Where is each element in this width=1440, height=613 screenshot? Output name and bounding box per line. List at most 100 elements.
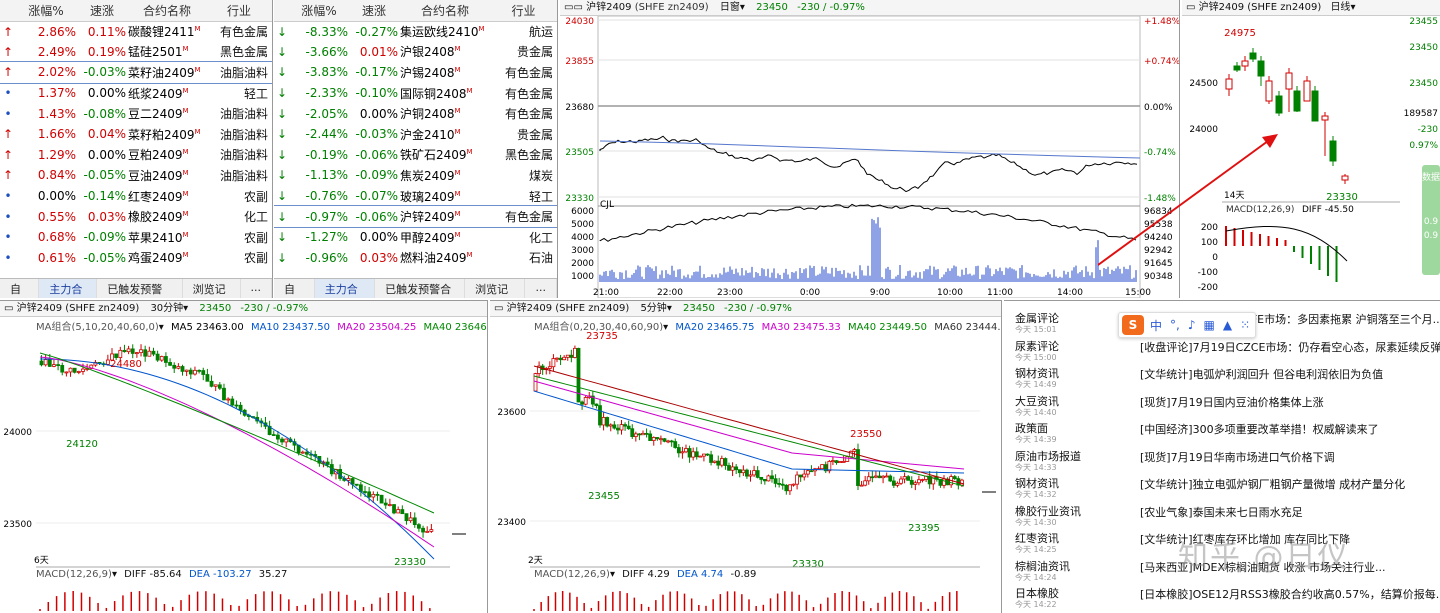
contract-name[interactable]: 燃料油2409M: [400, 248, 490, 269]
ma-group-label[interactable]: MA组合(0,20,30,40,60,90): [534, 322, 664, 333]
tab-3[interactable]: 浏览记录: [183, 279, 241, 298]
quote-row[interactable]: ↑ 1.29% 0.00% 豆粕2409M 油脂油料: [0, 145, 272, 166]
news-title[interactable]: [日本橡胶]OSE12月RSS3橡胶合约收高0.57%，结算价报每...: [1140, 588, 1440, 601]
contract-name[interactable]: 豆油2409M: [128, 165, 206, 186]
shirt-icon[interactable]: ▲: [1222, 318, 1233, 332]
news-item[interactable]: 橡胶行业资讯 今天 14:30 [农业气象]泰国未来七日雨水充足: [1015, 503, 1435, 531]
period-selector[interactable]: 5分钟: [640, 303, 667, 314]
ma-group-label[interactable]: MA组合(5,10,20,40,60,0): [36, 322, 159, 333]
quote-row[interactable]: ↓ -2.05% 0.00% 沪铜2408M 有色金属: [274, 103, 557, 124]
min5-chart-panel[interactable]: ▭ 沪锌2409 (SHFE zn2409) 5分钟▾ 23450 -230 /…: [490, 300, 1002, 613]
quote-row[interactable]: ↓ -3.66% 0.01% 沪银2408M 贵金属: [274, 42, 557, 63]
quote-row[interactable]: ↓ -0.96% 0.03% 燃料油2409M 石油: [274, 248, 557, 269]
contract-name[interactable]: 豆粕2409M: [128, 145, 206, 166]
news-item[interactable]: 红枣资讯 今天 14:25 [文华统计]红枣库存环比增加 库存同比下降: [1015, 530, 1435, 558]
news-item[interactable]: 钢材资讯 今天 14:32 [文华统计]独立电弧炉钢厂粗钢产量微增 成材产量分化: [1015, 475, 1435, 503]
contract-name[interactable]: 甲醇2409M: [400, 227, 490, 248]
macd-label[interactable]: MACD(12,26,9): [534, 569, 610, 580]
intraday-chart-panel[interactable]: ▭▭ 沪锌2409 (SHFE zn2409) 日窗▾ 23450 -230 /…: [560, 0, 1180, 298]
contract-name[interactable]: 纸浆2409M: [128, 83, 206, 104]
daily-chart-panel[interactable]: ▭ 沪锌2409 (SHFE zn2409) 日线▾ 24500 24000 234…: [1182, 0, 1440, 298]
min30-chart[interactable]: 24000 23500 24480 24120 23330 6天: [0, 331, 488, 611]
tab-4[interactable]: ...: [525, 279, 557, 298]
contract-name[interactable]: 菜籽油2409M: [128, 62, 206, 83]
tab-0[interactable]: 自选: [274, 279, 315, 298]
microphone-icon[interactable]: ♪: [1187, 318, 1196, 332]
contract-name[interactable]: 红枣2409M: [128, 186, 206, 207]
intraday-chart[interactable]: 24030 +1.48% 23855 +0.74% 23680 0.00% 23505 -0.…: [560, 16, 1180, 298]
chevron-down-icon[interactable]: ▾: [663, 322, 669, 333]
contract-name[interactable]: 豆二2409M: [128, 103, 206, 124]
quote-row[interactable]: • 0.55% 0.03% 橡胶2409M 化工: [0, 206, 272, 227]
tab-1[interactable]: 主力合约: [314, 279, 376, 298]
ime-toolbar[interactable]: S 中 °, ♪ ▦ ▲ ⁙: [1118, 312, 1256, 338]
side-data-tab[interactable]: 数据 0.9 0.9: [1422, 165, 1440, 275]
chevron-down-icon[interactable]: ▾: [609, 569, 615, 580]
quote-row[interactable]: ↓ -0.76% -0.07% 玻璃2409M 轻工: [274, 186, 557, 207]
chevron-down-icon[interactable]: ▾: [1350, 2, 1356, 13]
contract-name[interactable]: 沪锌2409M: [400, 206, 490, 227]
contract-name[interactable]: 焦炭2409M: [400, 165, 490, 186]
contract-name[interactable]: 碳酸锂2411M: [128, 21, 206, 42]
quote-row[interactable]: ↓ -2.44% -0.03% 沪金2410M 贵金属: [274, 124, 557, 145]
quote-row[interactable]: • 0.68% -0.09% 苹果2410M 农副: [0, 227, 272, 248]
news-title[interactable]: [马来西亚]MDEX棕榈油期货 收涨 市场关注行业...: [1140, 560, 1386, 574]
news-title[interactable]: [文华统计]红枣库存环比增加 库存同比下降: [1140, 533, 1351, 546]
news-item[interactable]: 原油市场报道 今天 14:33 [现货]7月19日华南市场进口气价格下调: [1015, 448, 1435, 476]
tab-0[interactable]: 自选: [0, 279, 40, 298]
quote-row[interactable]: • 0.00% -0.14% 红枣2409M 农副: [0, 186, 272, 207]
contract-name[interactable]: 锰硅2501M: [128, 42, 206, 63]
keyboard-icon[interactable]: ▦: [1203, 318, 1215, 332]
contract-name[interactable]: 橡胶2409M: [128, 206, 206, 227]
period-selector[interactable]: 日窗: [719, 2, 740, 13]
news-title[interactable]: [文华统计]电弧炉利润回升 但谷电利润依旧为负值: [1140, 368, 1384, 381]
punctuation-icon[interactable]: °,: [1170, 318, 1180, 332]
contract-name[interactable]: 沪银2408M: [400, 42, 490, 63]
min5-chart[interactable]: 23600 23400 23735 23455 23550 23330 23395 2天: [490, 331, 1002, 611]
quote-row[interactable]: • 1.37% 0.00% 纸浆2409M 轻工: [0, 83, 272, 104]
chevron-down-icon[interactable]: ▾: [666, 303, 672, 314]
period-selector[interactable]: 日线: [1330, 2, 1351, 13]
spd-col-header[interactable]: 速涨: [76, 0, 128, 22]
contract-name[interactable]: 玻璃2409M: [400, 186, 490, 207]
grid-icon[interactable]: ⁙: [1240, 318, 1251, 332]
quote-row[interactable]: ↑ 0.84% -0.05% 豆油2409M 油脂油料: [0, 165, 272, 186]
tab-3[interactable]: 浏览记录: [465, 279, 526, 298]
news-title[interactable]: [中国经济]300多项重要改革举措！权威解读来了: [1140, 423, 1379, 436]
min30-chart-panel[interactable]: ▭ 沪锌2409 (SHFE zn2409) 30分钟▾ 23450 -230 …: [0, 300, 488, 613]
tab-4[interactable]: ...: [241, 279, 272, 298]
quote-row[interactable]: • 1.43% -0.08% 豆二2409M 油脂油料: [0, 103, 272, 124]
chevron-down-icon[interactable]: ▾: [183, 303, 189, 314]
quote-row[interactable]: ↓ -1.13% -0.09% 焦炭2409M 煤炭: [274, 165, 557, 186]
chg-col-header[interactable]: 涨幅%: [16, 0, 76, 22]
chevron-down-icon[interactable]: ▾: [739, 2, 745, 13]
quote-row[interactable]: ↓ -8.33% -0.27% 集运欧线2410M 航运: [274, 21, 557, 42]
quote-row[interactable]: ↓ -2.33% -0.10% 国际铜2408M 有色金属: [274, 83, 557, 104]
news-title[interactable]: [农业气象]泰国未来七日雨水充足: [1140, 505, 1303, 519]
news-item[interactable]: 政策面 今天 14:39 [中国经济]300多项重要改革举措！权威解读来了: [1015, 420, 1435, 448]
quote-row[interactable]: ↑ 1.66% 0.04% 菜籽粕2409M 油脂油料: [0, 124, 272, 145]
ind-col-header[interactable]: 行业: [206, 0, 272, 22]
quote-row[interactable]: ↓ -0.97% -0.06% 沪锌2409M 有色金属: [274, 205, 557, 228]
quote-row[interactable]: ↑ 2.86% 0.11% 碳酸锂2411M 有色金属: [0, 21, 272, 42]
news-item[interactable]: 尿素评论 今天 15:00 [收盘评论]7月19日CZCE市场：仍存看空心态，尿素延…: [1015, 338, 1440, 366]
name-col-header[interactable]: 合约名称: [400, 0, 490, 22]
tab-1[interactable]: 主力合约: [39, 279, 98, 298]
quote-row[interactable]: ↑ 2.02% -0.03% 菜籽油2409M 油脂油料: [0, 61, 272, 84]
contract-name[interactable]: 沪锡2408M: [400, 62, 490, 83]
contract-name[interactable]: 沪铜2408M: [400, 103, 490, 124]
macd-label[interactable]: MACD(12,26,9): [36, 569, 112, 580]
tab-2[interactable]: 已触发预警合约: [97, 279, 183, 298]
chevron-down-icon[interactable]: ▾: [111, 569, 117, 580]
contract-name[interactable]: 沪金2410M: [400, 124, 490, 145]
period-selector[interactable]: 30分钟: [150, 303, 184, 314]
news-title[interactable]: [收盘评论]7月19日CZCE市场：仍存看空心态，尿素延续反弹: [1140, 340, 1440, 354]
quote-row[interactable]: ↓ -1.27% 0.00% 甲醇2409M 化工: [274, 227, 557, 248]
quote-row[interactable]: ↑ 2.49% 0.19% 锰硅2501M 黑色金属: [0, 42, 272, 63]
contract-name[interactable]: 国际铜2408M: [400, 83, 490, 104]
contract-name[interactable]: 集运欧线2410M: [400, 21, 490, 42]
chg-col-header[interactable]: 涨幅%: [290, 0, 348, 22]
news-item[interactable]: 日本橡胶 今天 14:22 [日本橡胶]OSE12月RSS3橡胶合约收高0.57%，…: [1015, 585, 1440, 613]
daily-chart[interactable]: 24500 24000 23455 23450 23450 189587 -230 0.97%…: [1182, 16, 1440, 298]
name-col-header[interactable]: 合约名称: [128, 0, 206, 22]
